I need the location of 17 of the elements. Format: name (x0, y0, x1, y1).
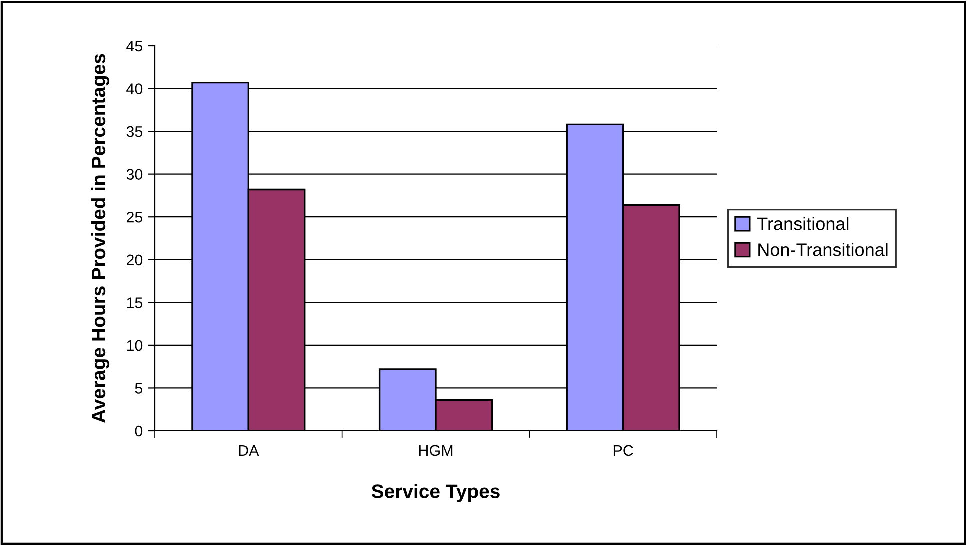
y-tick-label: 25 (126, 212, 143, 223)
legend-label: Non-Transitional (758, 243, 888, 256)
legend-label: Transitional (758, 217, 849, 230)
y-tick-label: 10 (127, 340, 143, 352)
y-tick-label: 30 (126, 169, 143, 180)
y-tick-label: 0 (135, 426, 143, 437)
x-axis-title: Service Types (372, 484, 500, 502)
y-axis-title: Average Hours Provided in Percentages (91, 54, 110, 423)
y-tick-label: 20 (126, 254, 143, 266)
x-tick-label: HGM (419, 445, 453, 456)
x-tick-label: PC (614, 445, 634, 456)
y-tick-label: 35 (126, 126, 143, 138)
x-tick-label: DA (239, 445, 260, 456)
y-tick-label: 15 (127, 298, 143, 308)
y-tick-label: 5 (135, 383, 143, 394)
y-tick-label: 40 (126, 84, 143, 94)
y-tick-label: 45 (126, 41, 143, 52)
